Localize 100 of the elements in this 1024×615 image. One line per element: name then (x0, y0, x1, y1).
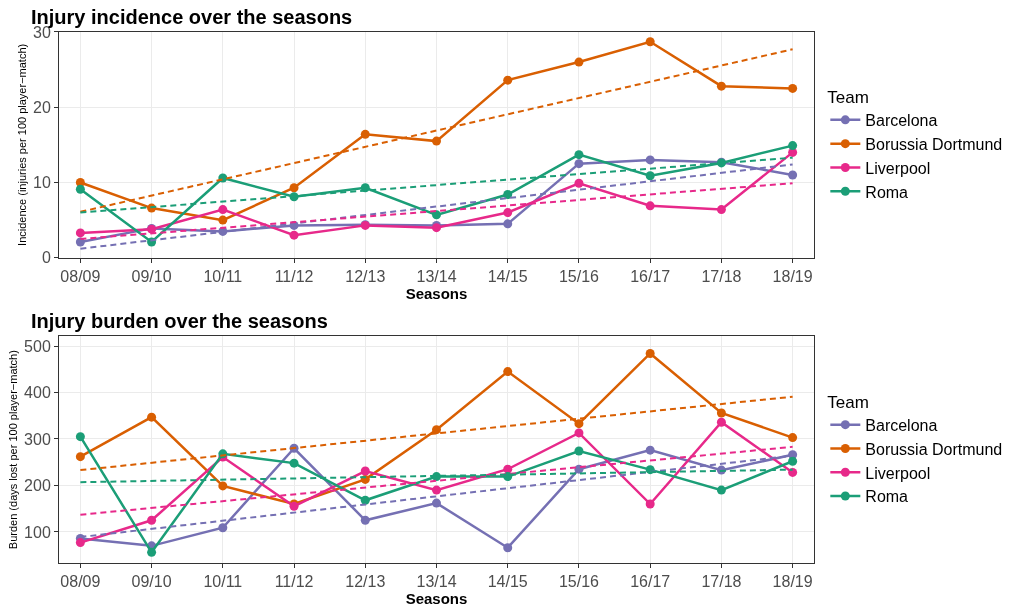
legend-label: Liverpool (865, 159, 931, 177)
y-tick-label: 500 (24, 337, 51, 355)
point (716, 81, 726, 91)
x-tick-label: 08/09 (60, 267, 101, 285)
x-tick-label: 16/17 (630, 573, 671, 591)
x-tick-label: 11/12 (274, 573, 314, 591)
y-tick-label: 0 (41, 249, 51, 267)
legend-label: Borussia Dortmund (865, 440, 1003, 458)
point (503, 543, 513, 553)
point (360, 495, 370, 505)
point (574, 150, 584, 160)
x-tick-label: 15/16 (558, 267, 600, 285)
point (645, 201, 655, 211)
point (432, 425, 441, 435)
x-tick-label: 10/11 (203, 267, 243, 285)
x-tick-label: 14/15 (487, 267, 528, 285)
point (503, 219, 513, 229)
point (218, 205, 228, 215)
x-tick-label: 18/19 (772, 573, 813, 591)
point (147, 515, 157, 525)
point (788, 141, 798, 151)
point (432, 498, 441, 508)
point (645, 37, 655, 47)
point (574, 419, 584, 429)
legend-label: Borussia Dortmund (865, 135, 1003, 153)
x-tick-label: 09/10 (131, 267, 172, 285)
point (716, 417, 726, 427)
point (788, 456, 798, 466)
point (716, 408, 726, 418)
y-tick-label: 20 (33, 98, 51, 116)
y-tick-label: 300 (24, 430, 51, 448)
legend-title: Team (827, 392, 869, 412)
point (75, 538, 85, 548)
point (503, 208, 513, 218)
x-tick-label: 17/18 (701, 573, 742, 591)
point (788, 467, 798, 477)
y-axis-title: Incidence (injuries per 100 player−match) (15, 43, 28, 246)
x-tick-label: 15/16 (558, 573, 600, 591)
point (788, 433, 798, 443)
point (574, 178, 584, 188)
point (574, 428, 584, 438)
x-tick-label: 11/12 (274, 267, 314, 285)
y-axis-title: Burden (days lost per 100 player−match) (6, 350, 19, 550)
y-tick-label: 200 (24, 477, 51, 495)
point (788, 83, 798, 93)
x-tick-label: 09/10 (131, 573, 172, 591)
x-axis-title: Seasons (405, 284, 468, 302)
point (716, 485, 726, 495)
point (75, 228, 85, 238)
point (432, 210, 441, 220)
x-tick-label: 16/17 (630, 267, 671, 285)
x-tick-label: 14/15 (487, 573, 528, 591)
point (716, 205, 726, 215)
x-tick-label: 17/18 (701, 267, 742, 285)
point (75, 184, 85, 194)
x-tick-label: 18/19 (772, 267, 813, 285)
point (75, 452, 85, 462)
point (75, 432, 85, 442)
x-axis-title: Seasons (405, 590, 468, 608)
point (218, 481, 228, 491)
point (360, 183, 370, 193)
legend-label: Barcelona (865, 112, 938, 130)
legend-label: Roma (865, 183, 909, 201)
point (503, 75, 513, 85)
y-tick-label: 10 (33, 174, 51, 192)
point (788, 170, 798, 180)
x-tick-label: 10/11 (203, 573, 243, 591)
x-tick-label: 13/14 (416, 267, 457, 285)
y-tick-label: 100 (24, 523, 51, 541)
point (360, 466, 370, 476)
point (289, 230, 299, 240)
chart-title: Injury incidence over the seasons (31, 6, 353, 28)
x-tick-label: 13/14 (416, 573, 457, 591)
point (289, 458, 299, 468)
point (147, 412, 157, 422)
point (218, 523, 228, 533)
x-tick-label: 12/13 (345, 267, 386, 285)
chart-title: Injury burden over the seasons (31, 310, 328, 332)
point (360, 515, 370, 525)
point (432, 485, 441, 495)
x-tick-label: 08/09 (60, 573, 101, 591)
legend-label: Roma (865, 488, 909, 506)
point (432, 136, 441, 146)
point (574, 57, 584, 67)
point (147, 547, 157, 557)
point (503, 190, 513, 200)
point (645, 171, 655, 181)
legend-title: Team (827, 87, 869, 107)
point (289, 183, 299, 193)
point (645, 348, 655, 358)
point (645, 499, 655, 509)
y-tick-label: 400 (24, 384, 51, 402)
point (503, 367, 513, 377)
legend-label: Liverpool (865, 464, 931, 482)
point (360, 129, 370, 139)
point (645, 155, 655, 165)
x-tick-label: 12/13 (345, 573, 386, 591)
point (574, 159, 584, 169)
point (218, 215, 228, 225)
legend-label: Barcelona (865, 416, 938, 434)
